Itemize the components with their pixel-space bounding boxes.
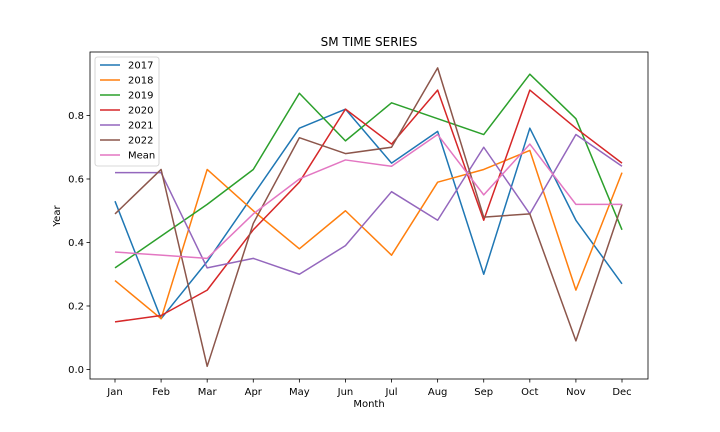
series-line-2021 <box>115 133 623 275</box>
x-tick-label: Sep <box>474 387 493 398</box>
legend-label: Mean <box>128 151 155 162</box>
x-tick-label: Oct <box>521 387 538 398</box>
legend-label: 2021 <box>128 121 153 132</box>
x-tick-label: Jun <box>337 387 354 398</box>
legend-label: 2018 <box>128 76 153 87</box>
x-tick-label: Mar <box>198 387 218 398</box>
x-tick-label: Feb <box>152 387 170 398</box>
series-layer <box>114 67 623 368</box>
legend-label: 2019 <box>128 91 153 102</box>
x-tick-label: Nov <box>566 387 586 398</box>
y-tick-label: 0.2 <box>68 301 84 312</box>
series-line-2022 <box>114 67 623 368</box>
x-tick-label: Apr <box>245 387 263 398</box>
series-line-2017 <box>114 108 623 320</box>
y-tick-label: 0.8 <box>68 111 84 122</box>
series-line-2019 <box>114 73 623 269</box>
x-axis: Jan Feb Mar Apr May Jun Jul Aug Sep Oct Nov Dec <box>106 379 632 398</box>
y-tick-label: 0.6 <box>68 174 84 185</box>
plot-frame <box>89 51 649 380</box>
y-tick-label: 0.4 <box>68 238 84 249</box>
series-line-2020 <box>114 89 623 323</box>
x-tick-label: Jan <box>106 387 122 398</box>
series-line-mean <box>114 133 622 260</box>
x-tick-label: Dec <box>612 387 631 398</box>
x-tick-label: May <box>289 387 310 398</box>
y-tick-label: 0.0 <box>68 365 84 376</box>
legend-label: 2022 <box>128 136 153 147</box>
legend-box <box>94 56 160 167</box>
legend-label: 2017 <box>128 61 153 72</box>
series-line-2018 <box>114 149 623 320</box>
y-axis: 0.0 0.2 0.4 0.6 0.8 <box>68 111 90 376</box>
legend-label: 2020 <box>128 106 153 117</box>
legend: 2017 2018 2019 2020 2021 2022 Mean <box>94 56 160 167</box>
x-tick-label: Jul <box>385 387 398 398</box>
x-axis-title: Month <box>353 399 384 410</box>
y-axis-title: Year <box>52 205 63 228</box>
x-tick-label: Aug <box>428 387 448 398</box>
chart-title: SM TIME SERIES <box>321 35 418 49</box>
